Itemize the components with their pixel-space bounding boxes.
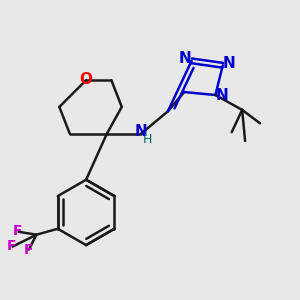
Text: F: F bbox=[13, 224, 22, 238]
Text: N: N bbox=[222, 56, 235, 71]
Text: H: H bbox=[143, 133, 152, 146]
Text: N: N bbox=[135, 124, 148, 139]
Text: O: O bbox=[80, 72, 93, 87]
Text: F: F bbox=[7, 239, 16, 253]
Text: N: N bbox=[216, 88, 228, 103]
Text: N: N bbox=[179, 51, 191, 66]
Text: F: F bbox=[24, 244, 34, 257]
